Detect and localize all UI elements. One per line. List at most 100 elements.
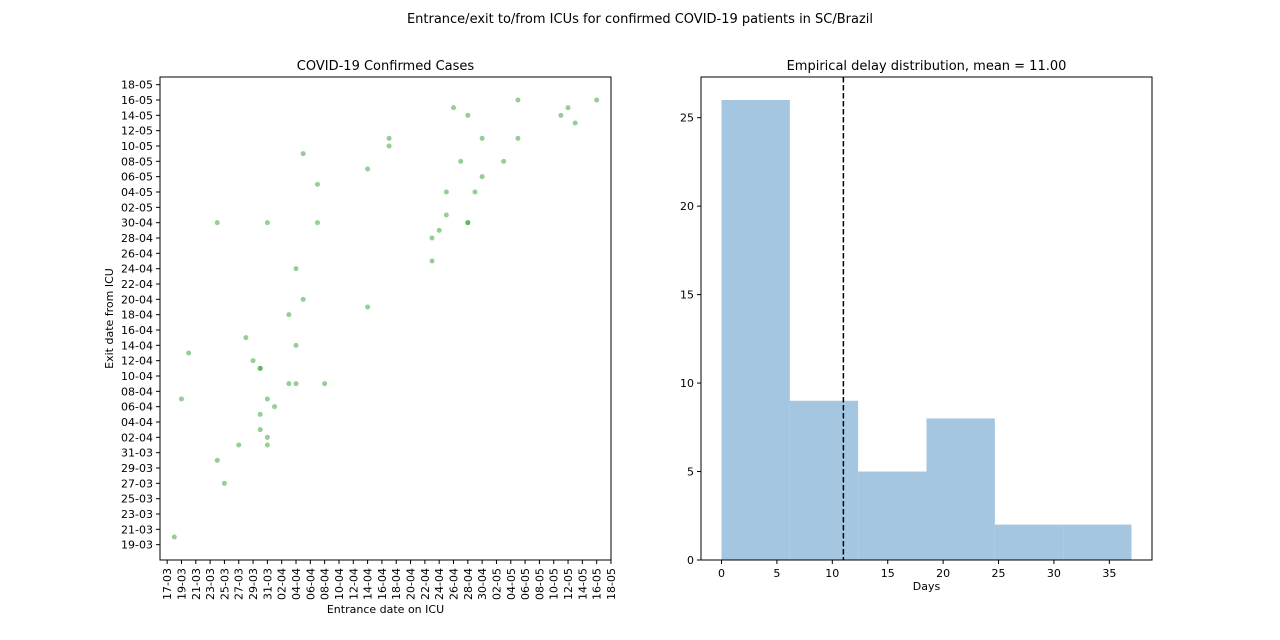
scatter-point — [515, 97, 521, 103]
scatter-x-tick-label: 04-04 — [290, 568, 303, 600]
scatter-y-tick-label: 10-05 — [121, 140, 153, 153]
histogram-y-tick-label: 10 — [680, 377, 694, 390]
scatter-point — [386, 135, 392, 141]
scatter-point — [186, 350, 192, 356]
scatter-point — [171, 534, 177, 540]
scatter-y-tick-label: 06-05 — [121, 171, 153, 184]
histogram-x-tick-label: 30 — [1047, 567, 1061, 580]
scatter-y-axis: 19-03 21-03 23-03 25-03 27-03 29-03 31-03 02-04… — [121, 79, 160, 552]
histogram-x-tick-label: 5 — [773, 567, 780, 580]
scatter-point — [515, 135, 521, 141]
histogram-y-tick-label: 0 — [687, 554, 694, 567]
scatter-point — [479, 174, 485, 180]
histogram-y-axis: 0 5 10 15 20 25 — [680, 112, 701, 567]
scatter-point — [386, 143, 392, 149]
scatter-axes-frame — [159, 76, 612, 561]
scatter-y-tick-label: 02-04 — [121, 431, 153, 444]
scatter-y-tick-label: 08-04 — [121, 385, 153, 398]
histogram-bars — [721, 100, 1132, 560]
scatter-point — [429, 258, 435, 264]
histogram-bar — [858, 471, 927, 560]
scatter-x-label: Entrance date on ICU — [327, 603, 444, 616]
scatter-point — [501, 158, 507, 164]
scatter-x-tick-label: 16-05 — [591, 568, 604, 600]
scatter-points — [171, 97, 600, 540]
scatter-point — [236, 442, 242, 448]
scatter-x-tick-label: 25-03 — [218, 568, 231, 600]
scatter-point — [300, 151, 306, 157]
scatter-point — [458, 158, 464, 164]
scatter-y-tick-label: 10-04 — [121, 370, 153, 383]
scatter-point — [314, 181, 320, 187]
histogram-bar — [994, 524, 1064, 560]
scatter-x-tick-label: 23-03 — [204, 568, 217, 600]
scatter-point — [429, 235, 435, 241]
scatter-y-tick-label: 30-04 — [121, 217, 153, 230]
scatter-y-tick-label: 18-05 — [121, 79, 153, 92]
scatter-y-tick-label: 14-05 — [121, 109, 153, 122]
scatter-y-tick-label: 25-03 — [121, 493, 153, 506]
scatter-x-tick-label: 02-04 — [276, 568, 289, 600]
histogram-x-tick-label: 15 — [881, 567, 895, 580]
scatter-y-tick-label: 19-03 — [121, 539, 153, 552]
scatter-point — [594, 97, 600, 103]
scatter-x-tick-label: 24-04 — [433, 568, 446, 600]
histogram-x-tick-label: 20 — [936, 567, 950, 580]
scatter-x-tick-label: 22-04 — [419, 568, 432, 600]
scatter-x-tick-label: 14-04 — [362, 568, 375, 600]
scatter-y-tick-label: 20-04 — [121, 293, 153, 306]
scatter-point — [572, 120, 578, 126]
scatter-point — [293, 342, 299, 348]
scatter-x-tick-label: 18-05 — [605, 568, 618, 600]
scatter-x-tick-label: 14-05 — [576, 568, 589, 600]
histogram-bar — [1063, 524, 1132, 560]
scatter-point — [443, 189, 449, 195]
scatter-point — [479, 135, 485, 141]
scatter-x-tick-label: 20-04 — [405, 568, 418, 600]
scatter-y-tick-label: 04-04 — [121, 416, 153, 429]
histogram-bar — [721, 100, 790, 560]
scatter-x-tick-label: 08-05 — [533, 568, 546, 600]
scatter-y-tick-label: 18-04 — [121, 309, 153, 322]
scatter-point — [257, 427, 263, 433]
scatter-point — [286, 312, 292, 318]
figure-suptitle: Entrance/exit to/from ICUs for confirmed… — [407, 12, 873, 27]
scatter-y-tick-label: 21-03 — [121, 523, 153, 536]
scatter-x-tick-label: 12-04 — [347, 568, 360, 600]
scatter-point — [300, 296, 306, 302]
scatter-panel: COVID-19 Confirmed Cases 17-03 19-03 21-03… — [103, 59, 618, 616]
scatter-x-tick-label: 10-04 — [333, 568, 346, 600]
scatter-y-tick-label: 28-04 — [121, 232, 153, 245]
scatter-point — [293, 266, 299, 272]
scatter-x-tick-label: 04-05 — [505, 568, 518, 600]
scatter-x-tick-label: 06-04 — [304, 568, 317, 600]
scatter-x-tick-label: 28-04 — [462, 568, 475, 600]
scatter-point — [257, 411, 263, 417]
histogram-x-tick-label: 0 — [718, 567, 725, 580]
scatter-point — [558, 112, 564, 118]
histogram-x-tick-label: 35 — [1102, 567, 1116, 580]
scatter-x-tick-label: 27-03 — [233, 568, 246, 600]
scatter-y-tick-label: 24-04 — [121, 263, 153, 276]
scatter-y-tick-label: 23-03 — [121, 508, 153, 521]
scatter-point — [565, 105, 571, 111]
scatter-y-tick-label: 26-04 — [121, 247, 153, 260]
scatter-y-tick-label: 06-04 — [121, 401, 153, 414]
scatter-point — [465, 112, 471, 118]
histogram-axes-frame — [700, 76, 1153, 561]
scatter-point — [264, 442, 270, 448]
scatter-y-tick-label: 04-05 — [121, 186, 153, 199]
scatter-point — [250, 358, 256, 364]
scatter-point — [178, 396, 184, 402]
histogram-x-tick-label: 25 — [992, 567, 1006, 580]
histogram-x-label: Days — [913, 580, 941, 593]
scatter-point — [451, 105, 457, 111]
scatter-point — [322, 381, 328, 387]
scatter-x-tick-label: 31-03 — [261, 568, 274, 600]
scatter-point — [472, 189, 478, 195]
scatter-y-tick-label: 29-03 — [121, 462, 153, 475]
scatter-x-tick-label: 02-05 — [490, 568, 503, 600]
histogram-y-tick-label: 25 — [680, 112, 694, 125]
scatter-point — [221, 480, 227, 486]
